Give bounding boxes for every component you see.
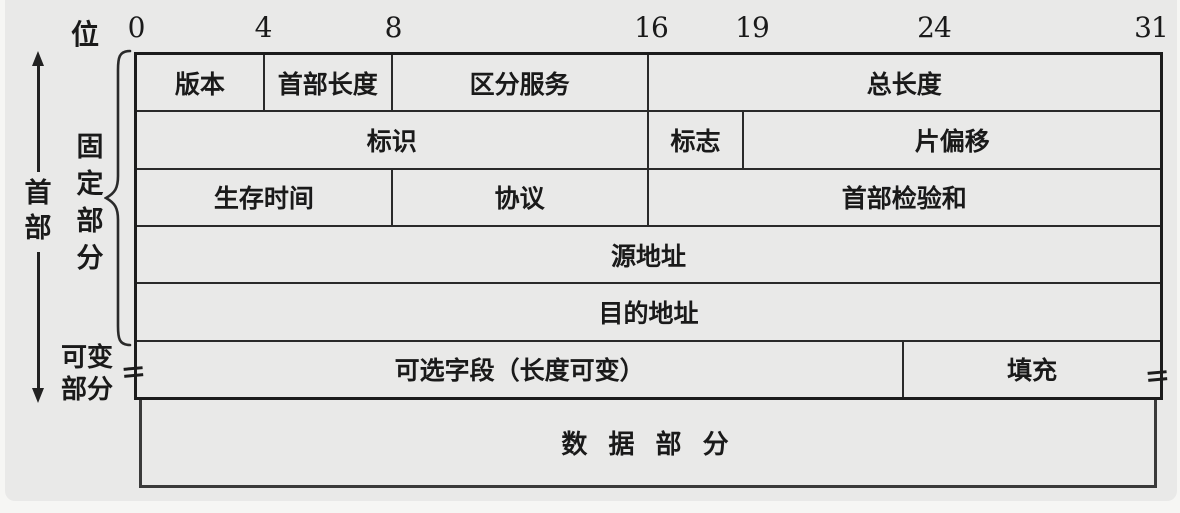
header-row-4: 源地址 xyxy=(137,227,1160,285)
data-section-label: 数 据 部 分 xyxy=(561,430,735,460)
variable-part-label: 可变部分 xyxy=(60,343,113,405)
field-source-address: 源地址 xyxy=(610,241,686,271)
header-row-1: 版本 首部长度 区分服务 总长度 xyxy=(137,55,1160,113)
bit-tick-0: 0 xyxy=(127,11,146,44)
field-destination-address: 目的地址 xyxy=(598,298,699,328)
header-extent-line-bottom xyxy=(37,252,40,389)
fixed-part-label: 固定部分 xyxy=(76,132,104,274)
bit-tick-4: 4 xyxy=(254,11,273,44)
field-dscp: 区分服务 xyxy=(393,55,649,111)
header-row-3: 生存时间 协议 首部检验和 xyxy=(137,169,1160,227)
bit-tick-31: 31 xyxy=(1134,11,1169,44)
bit-tick-8: 8 xyxy=(384,11,403,44)
header-row-6: 可选字段（长度可变） 填充 xyxy=(137,341,1160,397)
field-header-checksum: 首部检验和 xyxy=(841,184,967,214)
field-flags: 标志 xyxy=(649,112,745,168)
field-ttl: 生存时间 xyxy=(137,169,393,225)
bit-tick-16: 16 xyxy=(634,11,669,44)
bit-tick-24: 24 xyxy=(917,11,952,44)
field-padding: 填充 xyxy=(1007,356,1058,386)
header-label: 首部 xyxy=(24,178,52,244)
header-row-2: 标识 标志 片偏移 xyxy=(137,112,1160,170)
ip-header-table: 版本 首部长度 区分服务 总长度 标识 标志 片偏移 生存时间 协议 首部检验和… xyxy=(134,52,1163,400)
bit-axis-label: 位 xyxy=(70,18,99,51)
diagram-background: 位 0 4 8 16 19 24 31 首部 固定部分 可变部分 版本 首部长度… xyxy=(5,0,1177,501)
field-total-length: 总长度 xyxy=(866,69,942,99)
header-row-5: 目的地址 xyxy=(137,284,1160,342)
break-mark-right-icon xyxy=(1147,370,1168,384)
field-protocol: 协议 xyxy=(393,169,649,225)
field-fragment-offset: 片偏移 xyxy=(914,126,990,156)
field-version: 版本 xyxy=(137,55,265,111)
data-section: 数 据 部 分 xyxy=(139,400,1157,488)
field-options: 可选字段（长度可变） xyxy=(137,341,905,397)
up-arrow-icon xyxy=(32,51,44,66)
field-identification: 标识 xyxy=(137,112,649,168)
curly-brace-icon xyxy=(104,49,132,347)
down-arrow-icon xyxy=(32,388,44,403)
header-extent-line-top xyxy=(37,65,40,172)
field-header-length: 首部长度 xyxy=(265,55,393,111)
break-mark-left-icon xyxy=(123,366,144,380)
bit-tick-19: 19 xyxy=(735,11,770,44)
